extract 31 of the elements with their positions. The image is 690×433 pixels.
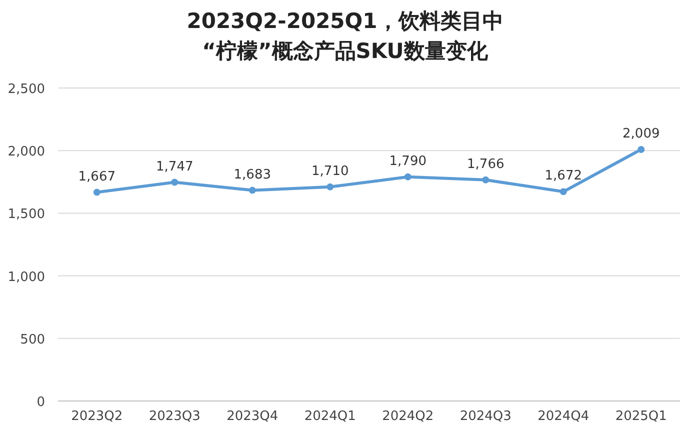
y-tick-label: 1,000 xyxy=(8,270,45,285)
chart-title: 2023Q2-2025Q1，饮料类目中 “柠檬”概念产品SKU数量变化 xyxy=(186,9,504,63)
y-tick-label: 0 xyxy=(36,395,45,410)
x-tick-label: 2023Q4 xyxy=(226,409,278,424)
data-label: 1,672 xyxy=(544,168,582,184)
x-tick-label: 2024Q1 xyxy=(304,409,356,424)
data-label: 1,790 xyxy=(389,154,426,169)
x-tick-label: 2024Q2 xyxy=(382,409,434,424)
y-tick-label: 2,500 xyxy=(8,82,45,97)
point xyxy=(171,178,178,186)
point xyxy=(560,188,567,196)
data-label: 1,683 xyxy=(234,167,271,182)
x-tick-label: 2023Q3 xyxy=(148,409,200,424)
data-label: 1,747 xyxy=(156,159,194,174)
x-tick-label: 2025Q1 xyxy=(615,409,667,424)
point xyxy=(482,176,490,184)
x-tick-label: 2024Q3 xyxy=(460,409,512,424)
point xyxy=(93,188,100,196)
data-label: 1,710 xyxy=(312,164,349,179)
data-label: 1,766 xyxy=(467,156,504,172)
point xyxy=(326,183,334,190)
x-tick-label: 2023Q2 xyxy=(71,409,123,424)
data-label: 1,667 xyxy=(78,169,116,184)
y-tick-label: 1,500 xyxy=(8,207,45,222)
y-tick-label: 2,000 xyxy=(8,144,45,160)
x-tick-label: 2024Q4 xyxy=(538,409,590,424)
point xyxy=(404,173,412,180)
data-label: 2,009 xyxy=(622,126,660,142)
y-tick-label: 500 xyxy=(20,332,45,348)
point xyxy=(248,186,256,194)
point xyxy=(638,146,645,153)
